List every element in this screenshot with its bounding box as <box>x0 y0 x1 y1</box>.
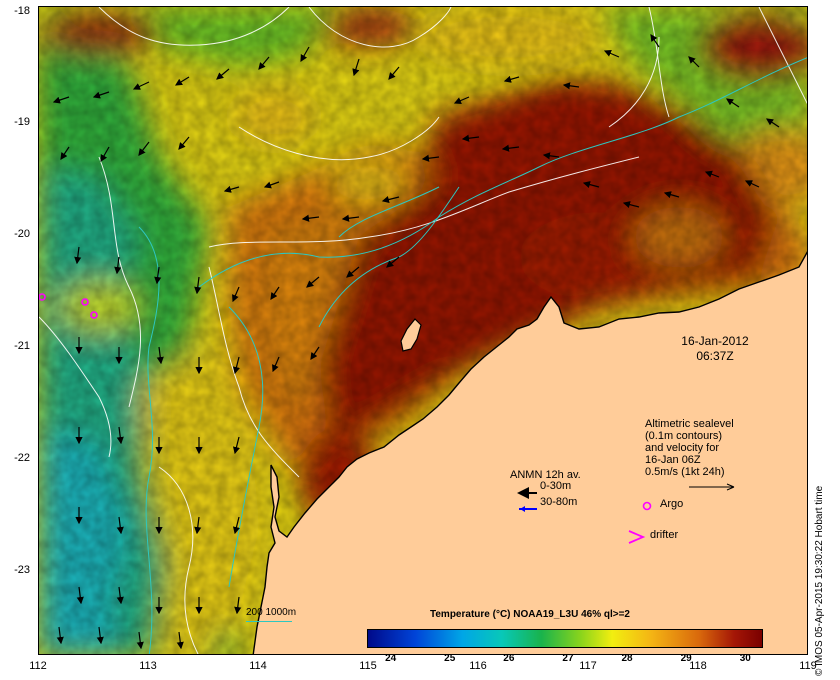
colorbar-tick-28: 28 <box>621 653 633 664</box>
lat-label-23: -23 <box>14 564 30 577</box>
timestamp-time: 06:37Z <box>696 349 734 363</box>
legend-samples <box>517 483 735 544</box>
drifter-legend-marker <box>628 530 646 544</box>
lon-label-117: 117 <box>579 660 597 672</box>
credit-text: © IMOS 05-Apr-2015 19:30:22 Hobart time <box>814 485 825 676</box>
lon-label-116: 116 <box>469 660 487 672</box>
colorbar-tick-27: 27 <box>562 653 574 664</box>
isobath-lines <box>138 57 807 654</box>
drifter-label: drifter <box>650 529 679 541</box>
timestamp: 16-Jan-2012 06:37Z <box>660 334 770 364</box>
anmn-30-80-arrowhead <box>520 506 525 512</box>
island <box>400 318 422 352</box>
altimetry-line-5: 0.5m/s (1kt 24h) <box>645 466 725 478</box>
lon-label-113: 113 <box>139 660 157 672</box>
colorbar-tick-24: 24 <box>385 653 397 664</box>
anmn-row-0-30: 0-30m <box>540 480 572 492</box>
argo-legend-marker <box>642 501 652 511</box>
lat-label-20: -20 <box>14 228 30 241</box>
colorbar-tick-30: 30 <box>739 653 751 664</box>
lat-label-19: -19 <box>14 116 30 129</box>
velocity-scale-arrowhead <box>726 483 735 491</box>
lat-label-21: -21 <box>14 340 30 353</box>
lon-label-119: 119 <box>799 660 817 672</box>
sealevel-contours <box>39 7 807 654</box>
isobath-legend-line <box>246 621 292 622</box>
velocity-arrows <box>52 34 780 650</box>
colorbar-tick-25: 25 <box>444 653 456 664</box>
altimetry-line-2: (0.1m contours) <box>645 430 723 442</box>
lon-label-114: 114 <box>249 660 267 672</box>
lat-label-18: -18 <box>14 4 30 17</box>
lat-label-22: -22 <box>14 452 30 465</box>
colorbar-tick-29: 29 <box>680 653 692 664</box>
lon-label-112: 112 <box>29 660 47 672</box>
sst-map-canvas <box>39 7 807 654</box>
anmn-row-30-80: 30-80m <box>540 496 578 508</box>
altimetry-line-1: Altimetric sealevel <box>645 418 734 430</box>
land <box>252 251 807 654</box>
altimetry-line-4: 16-Jan 06Z <box>645 454 701 466</box>
lon-label-118: 118 <box>689 660 707 672</box>
altimetry-line-3: and velocity for <box>645 442 719 454</box>
colorbar-tick-26: 26 <box>503 653 515 664</box>
argo-label: Argo <box>660 498 684 510</box>
colorbar <box>367 629 763 648</box>
argo-markers <box>39 293 98 319</box>
colorbar-title: Temperature (°C) NOAA19_L3U 46% ql>=2 <box>430 609 630 620</box>
anmn-title: ANMN 12h av. <box>510 469 581 481</box>
sst-map <box>38 6 808 655</box>
isobath-label: 200 1000m <box>246 607 297 618</box>
timestamp-date: 16-Jan-2012 <box>681 334 749 348</box>
altimetry-legend: Altimetric sealevel (0.1m contours) and … <box>645 418 734 478</box>
lon-label-115: 115 <box>359 660 377 672</box>
